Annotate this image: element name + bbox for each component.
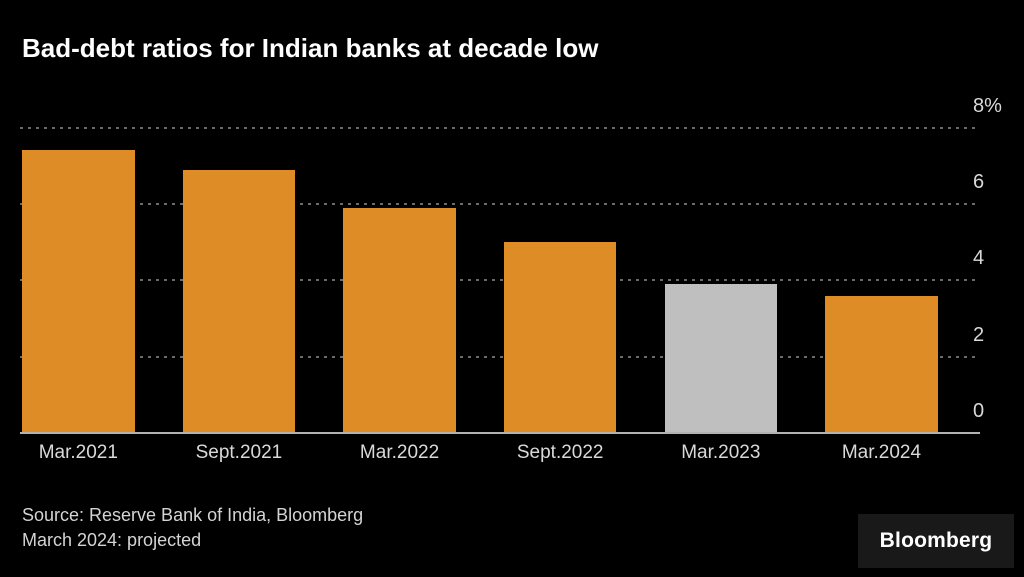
x-tick-label-mar-2022: Mar.2022 <box>359 442 440 463</box>
x-axis-line <box>20 432 980 434</box>
gridline-2 <box>20 355 978 358</box>
x-tick-label-mar-2021: Mar.2021 <box>38 442 118 463</box>
y-tick-label-0: 0 <box>973 400 985 422</box>
x-tick-label-sept-2021: Sept.2021 <box>195 442 283 463</box>
gridline-4 <box>20 279 978 282</box>
bloomberg-logo: Bloomberg <box>858 514 1014 568</box>
source-line: Source: Reserve Bank of India, Bloomberg <box>22 505 364 525</box>
y-tick-label-6: 6 <box>973 170 985 193</box>
gridline-8 <box>20 126 978 129</box>
x-tick-label-mar-2023: Mar.2023 <box>681 442 761 463</box>
bloomberg-logo-text: Bloomberg <box>879 529 993 552</box>
x-tick-label-sept-2022: Sept.2022 <box>516 442 604 463</box>
y-tick-label-4: 4 <box>973 247 985 270</box>
bar-sept-2022 <box>503 242 617 433</box>
chart-title: Bad-debt ratios for Indian banks at deca… <box>22 33 599 63</box>
bar-mar-2023 <box>664 284 778 433</box>
bar-mar-2022 <box>343 207 456 433</box>
source-note: Source: Reserve Bank of India, Bloomberg… <box>22 503 363 553</box>
bar-sept-2021 <box>182 169 296 433</box>
gridline-6 <box>20 202 978 205</box>
bar-mar-2024 <box>825 295 938 433</box>
footnote-line: March 2024: projected <box>22 530 202 550</box>
x-tick-label-mar-2024: Mar.2024 <box>841 442 922 463</box>
y-tick-label-8: 8% <box>973 94 1002 117</box>
y-tick-label-2: 2 <box>973 323 985 346</box>
bar-mar-2021 <box>22 150 135 433</box>
